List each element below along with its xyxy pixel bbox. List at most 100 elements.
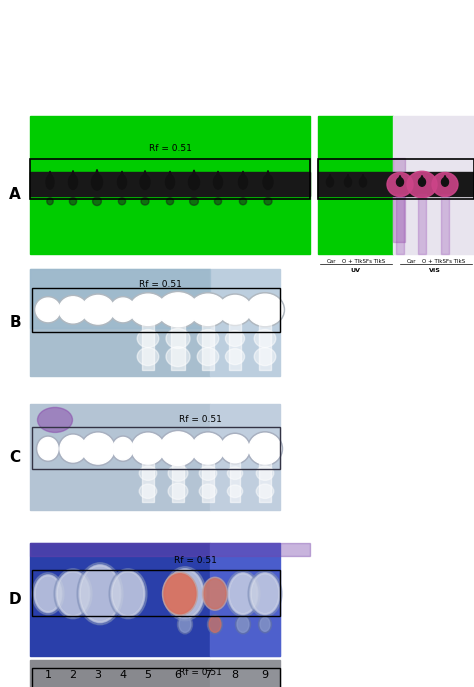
Text: VIS: VIS xyxy=(429,268,441,273)
Ellipse shape xyxy=(226,348,245,365)
Bar xyxy=(230,458,240,502)
Bar xyxy=(318,172,474,196)
Ellipse shape xyxy=(111,571,145,617)
Ellipse shape xyxy=(214,198,222,205)
Ellipse shape xyxy=(407,171,437,198)
Ellipse shape xyxy=(139,466,157,480)
Ellipse shape xyxy=(256,466,274,480)
Ellipse shape xyxy=(237,616,249,632)
Ellipse shape xyxy=(258,616,272,633)
Ellipse shape xyxy=(132,433,164,464)
Ellipse shape xyxy=(239,198,246,205)
Ellipse shape xyxy=(111,436,135,462)
Bar xyxy=(171,323,185,370)
Bar xyxy=(393,158,405,242)
Text: Rf = 0.51: Rf = 0.51 xyxy=(179,668,221,677)
Ellipse shape xyxy=(197,348,219,365)
Ellipse shape xyxy=(168,465,188,482)
Ellipse shape xyxy=(189,174,200,190)
Ellipse shape xyxy=(238,175,247,189)
Ellipse shape xyxy=(37,407,73,432)
Text: C: C xyxy=(9,450,20,464)
Ellipse shape xyxy=(208,615,222,634)
Ellipse shape xyxy=(192,433,224,464)
Ellipse shape xyxy=(59,297,87,323)
Text: A: A xyxy=(9,187,21,201)
Text: UV: UV xyxy=(350,268,360,273)
Ellipse shape xyxy=(38,438,58,460)
Ellipse shape xyxy=(219,295,251,324)
Ellipse shape xyxy=(128,293,167,327)
Bar xyxy=(396,194,404,254)
Ellipse shape xyxy=(46,175,54,189)
Ellipse shape xyxy=(81,294,116,326)
Ellipse shape xyxy=(164,574,196,613)
Ellipse shape xyxy=(204,578,226,609)
Polygon shape xyxy=(420,175,424,181)
Bar xyxy=(142,458,154,502)
Text: B: B xyxy=(9,315,21,330)
Ellipse shape xyxy=(82,295,114,324)
Polygon shape xyxy=(215,171,221,180)
Ellipse shape xyxy=(246,293,284,327)
Text: 7: 7 xyxy=(204,670,211,680)
Ellipse shape xyxy=(441,178,448,186)
Ellipse shape xyxy=(218,294,253,326)
Polygon shape xyxy=(94,170,100,180)
Bar xyxy=(30,543,310,556)
Ellipse shape xyxy=(221,435,249,462)
Text: Rf = 0.51: Rf = 0.51 xyxy=(138,280,182,289)
Text: Car: Car xyxy=(407,259,417,264)
Text: 8: 8 xyxy=(231,670,238,680)
Bar xyxy=(202,458,214,502)
Text: 2: 2 xyxy=(69,670,77,680)
Ellipse shape xyxy=(113,438,133,460)
Bar xyxy=(259,458,271,502)
Text: 3: 3 xyxy=(94,670,101,680)
Ellipse shape xyxy=(247,432,283,466)
Polygon shape xyxy=(70,170,76,180)
Bar xyxy=(30,116,310,254)
Text: Fs TlkS: Fs TlkS xyxy=(447,259,465,264)
Ellipse shape xyxy=(32,573,64,615)
Polygon shape xyxy=(142,170,148,180)
Ellipse shape xyxy=(118,175,127,189)
Ellipse shape xyxy=(190,197,199,205)
Ellipse shape xyxy=(166,569,204,619)
Ellipse shape xyxy=(165,175,174,189)
Ellipse shape xyxy=(81,432,116,466)
Ellipse shape xyxy=(112,572,144,616)
Bar xyxy=(318,116,393,254)
Ellipse shape xyxy=(137,330,159,348)
Ellipse shape xyxy=(35,576,61,611)
Ellipse shape xyxy=(166,328,190,348)
Polygon shape xyxy=(47,171,53,180)
Ellipse shape xyxy=(130,294,166,326)
Ellipse shape xyxy=(163,572,198,616)
Bar xyxy=(210,269,280,376)
Ellipse shape xyxy=(228,467,243,480)
Ellipse shape xyxy=(57,572,89,616)
Ellipse shape xyxy=(209,616,221,632)
Bar xyxy=(30,269,210,328)
Ellipse shape xyxy=(164,567,206,621)
Polygon shape xyxy=(398,175,402,181)
Ellipse shape xyxy=(199,466,217,480)
Ellipse shape xyxy=(80,565,120,622)
Ellipse shape xyxy=(247,294,283,326)
Ellipse shape xyxy=(130,432,165,466)
Ellipse shape xyxy=(34,575,62,613)
Ellipse shape xyxy=(199,484,217,499)
Ellipse shape xyxy=(219,433,250,464)
Bar xyxy=(210,660,280,687)
Ellipse shape xyxy=(77,563,123,624)
Ellipse shape xyxy=(251,574,279,613)
Text: 6: 6 xyxy=(174,670,182,680)
Ellipse shape xyxy=(57,295,89,324)
Ellipse shape xyxy=(109,569,147,619)
Ellipse shape xyxy=(236,615,250,634)
Polygon shape xyxy=(119,171,125,180)
Bar xyxy=(32,570,280,616)
Ellipse shape xyxy=(109,297,137,323)
Ellipse shape xyxy=(226,571,260,617)
